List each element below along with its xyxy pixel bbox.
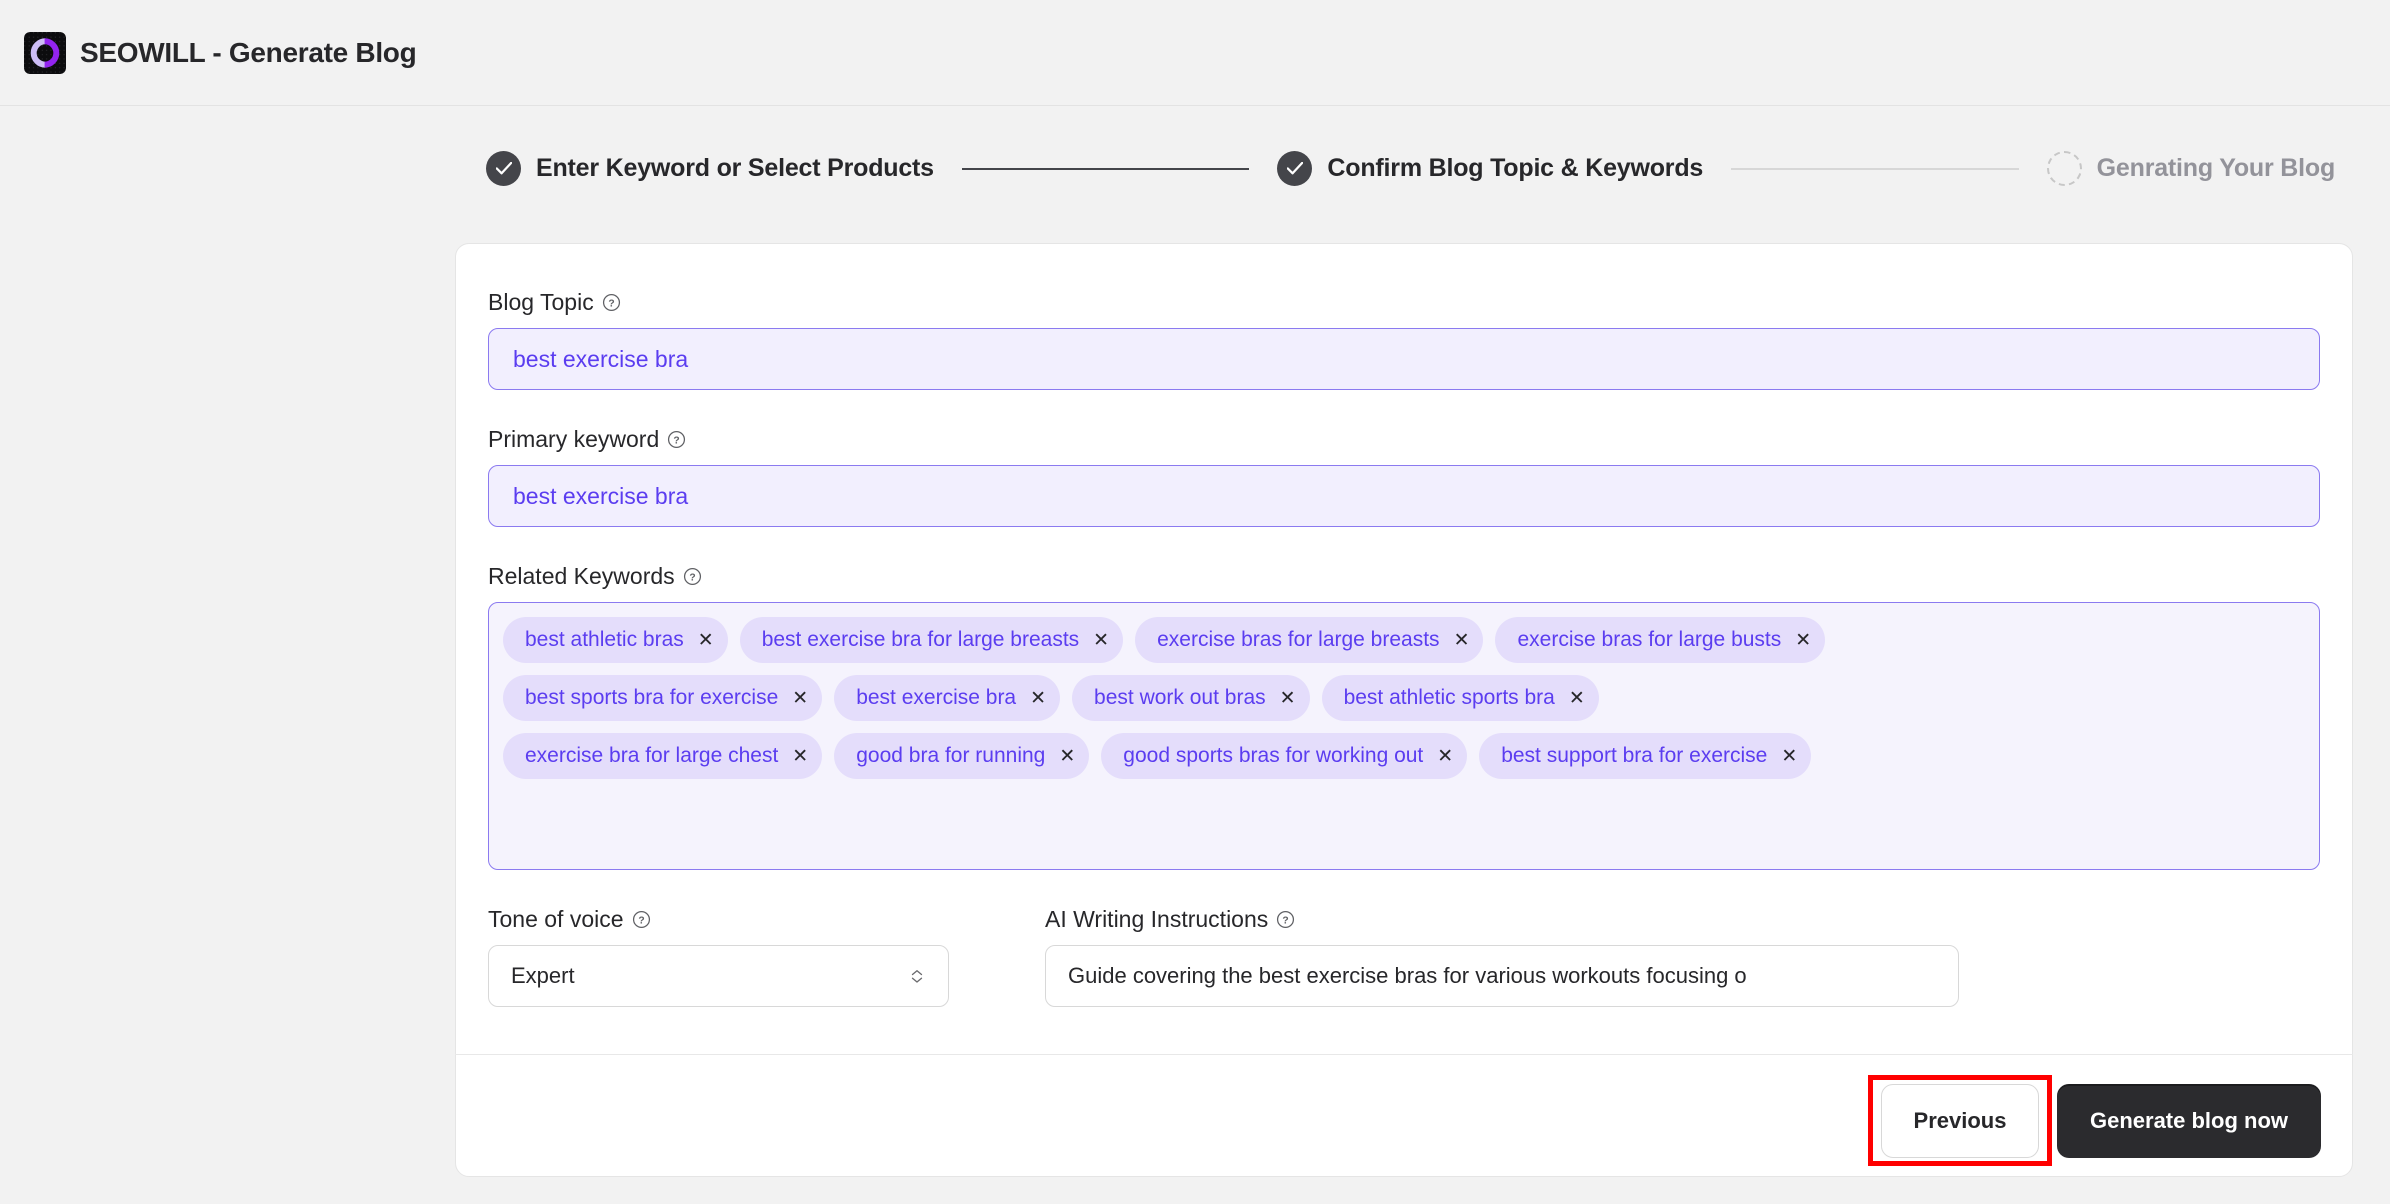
svg-text:?: ? [689, 572, 695, 583]
svg-text:?: ? [1283, 915, 1289, 926]
svg-text:?: ? [608, 298, 614, 309]
svg-text:?: ? [638, 915, 644, 926]
svg-text:?: ? [674, 435, 680, 446]
